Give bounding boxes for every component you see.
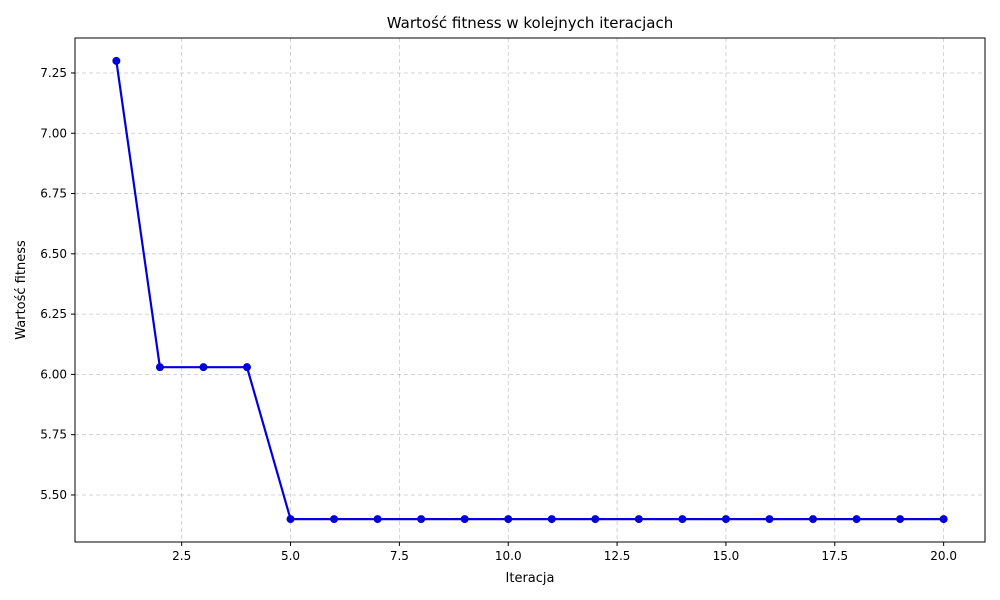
x-axis-label: Iteracja bbox=[506, 571, 555, 586]
y-axis-label: Wartość fitness bbox=[14, 240, 29, 340]
x-axis: 2.5 5.0 7.5 10.0 12.5 15.0 17.5 20.0 bbox=[172, 542, 957, 563]
x-tick-label: 17.5 bbox=[821, 549, 848, 563]
y-tick-label: 6.50 bbox=[40, 247, 67, 261]
data-point bbox=[678, 515, 687, 524]
y-tick-label: 5.50 bbox=[40, 488, 67, 502]
data-point bbox=[373, 515, 382, 524]
data-point bbox=[330, 515, 339, 524]
series-line bbox=[115, 60, 944, 521]
x-tick-label: 7.5 bbox=[390, 549, 409, 563]
data-point bbox=[417, 515, 426, 524]
data-point bbox=[852, 515, 861, 524]
data-point bbox=[939, 515, 948, 524]
x-tick-label: 15.0 bbox=[713, 549, 740, 563]
data-point bbox=[199, 363, 208, 372]
data-point bbox=[242, 363, 251, 372]
y-tick-label: 7.25 bbox=[40, 66, 67, 80]
data-point bbox=[809, 515, 818, 524]
plot-frame bbox=[74, 37, 986, 543]
x-tick-label: 10.0 bbox=[495, 549, 522, 563]
data-point bbox=[765, 515, 774, 524]
data-point bbox=[721, 515, 730, 524]
x-tick-label: 5.0 bbox=[281, 549, 300, 563]
y-tick-label: 6.25 bbox=[40, 307, 67, 321]
data-point bbox=[286, 515, 295, 524]
x-tick-label: 12.5 bbox=[604, 549, 631, 563]
series-layer bbox=[112, 56, 948, 524]
x-tick-label: 20.0 bbox=[930, 549, 957, 563]
data-point bbox=[112, 56, 121, 65]
data-point bbox=[591, 515, 600, 524]
x-tick-label: 2.5 bbox=[172, 549, 191, 563]
grid bbox=[75, 38, 985, 542]
data-point bbox=[547, 515, 556, 524]
data-point bbox=[504, 515, 513, 524]
data-point bbox=[460, 515, 469, 524]
data-point bbox=[155, 363, 164, 372]
y-tick-label: 6.00 bbox=[40, 367, 67, 381]
y-axis: 5.50 5.75 6.00 6.25 6.50 6.75 7.00 7.25 bbox=[40, 66, 75, 502]
y-tick-label: 5.75 bbox=[40, 428, 67, 442]
y-tick-label: 6.75 bbox=[40, 187, 67, 201]
chart-title: Wartość fitness w kolejnych iteracjach bbox=[387, 14, 673, 32]
y-tick-label: 7.00 bbox=[40, 126, 67, 140]
data-point bbox=[896, 515, 905, 524]
data-point bbox=[634, 515, 643, 524]
